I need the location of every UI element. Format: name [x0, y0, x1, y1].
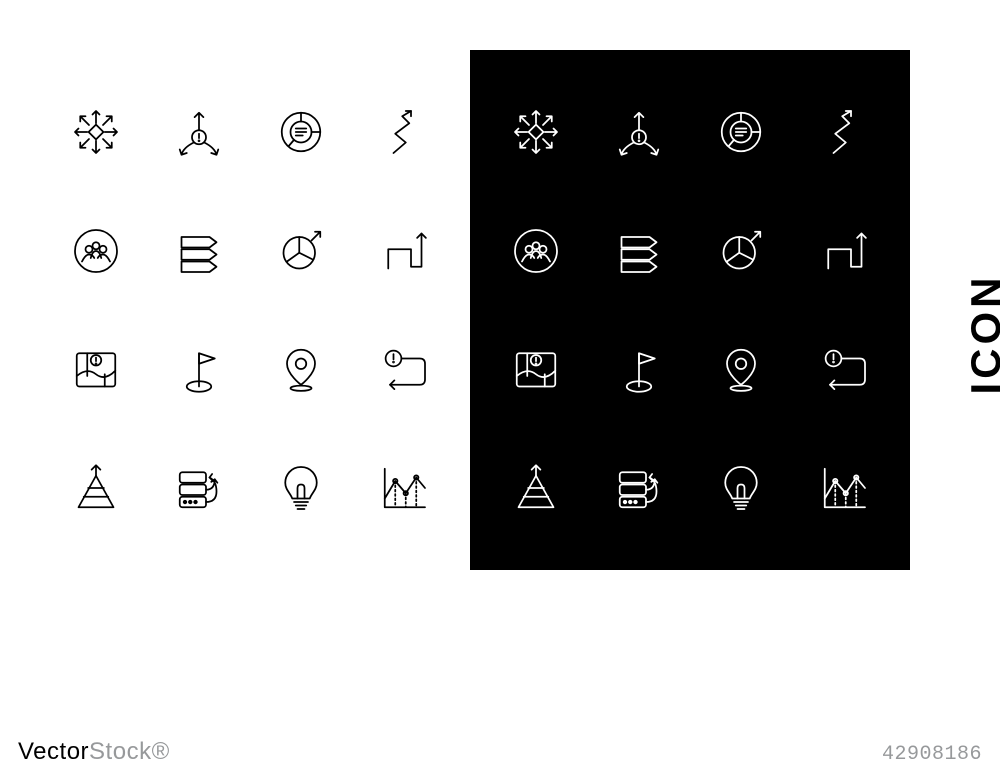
team-circle-icon — [500, 209, 573, 293]
location-pin-icon — [705, 328, 778, 412]
server-flow-icon — [163, 446, 236, 530]
side-label: ICON — [962, 274, 1000, 395]
pie-arrow-icon — [705, 209, 778, 293]
icon-grid-dark — [470, 50, 910, 570]
route-arrow-icon — [808, 209, 881, 293]
server-flow-icon — [603, 446, 676, 530]
arrows-four-way-icon — [500, 90, 573, 174]
stacked-signs-icon — [163, 209, 236, 293]
pyramid-arrow-icon — [500, 446, 573, 530]
zigzag-arrow-icon — [808, 90, 881, 174]
brand-prefix: Vector — [18, 738, 89, 765]
stock-id: 42908186 — [882, 743, 982, 766]
pie-arrow-icon — [265, 209, 338, 293]
brand-logo: VectorStock® — [18, 738, 170, 766]
split-arrow-alert-icon — [163, 90, 236, 174]
map-alert-icon — [60, 328, 133, 412]
zigzag-arrow-icon — [368, 90, 441, 174]
arrows-four-way-icon — [60, 90, 133, 174]
lightbulb-icon — [705, 446, 778, 530]
donut-chart-icon — [705, 90, 778, 174]
lightbulb-icon — [265, 446, 338, 530]
pyramid-arrow-icon — [60, 446, 133, 530]
team-circle-icon — [60, 209, 133, 293]
stacked-signs-icon — [603, 209, 676, 293]
footer: VectorStock® 42908186 — [0, 660, 1000, 780]
loop-alert-icon — [808, 328, 881, 412]
split-arrow-alert-icon — [603, 90, 676, 174]
brand-suffix: Stock — [89, 738, 152, 765]
map-alert-icon — [500, 328, 573, 412]
line-graph-icon — [808, 446, 881, 530]
loop-alert-icon — [368, 328, 441, 412]
location-pin-icon — [265, 328, 338, 412]
icon-grid-light — [30, 50, 470, 570]
flag-pin-icon — [603, 328, 676, 412]
flag-pin-icon — [163, 328, 236, 412]
route-arrow-icon — [368, 209, 441, 293]
line-graph-icon — [368, 446, 441, 530]
donut-chart-icon — [265, 90, 338, 174]
